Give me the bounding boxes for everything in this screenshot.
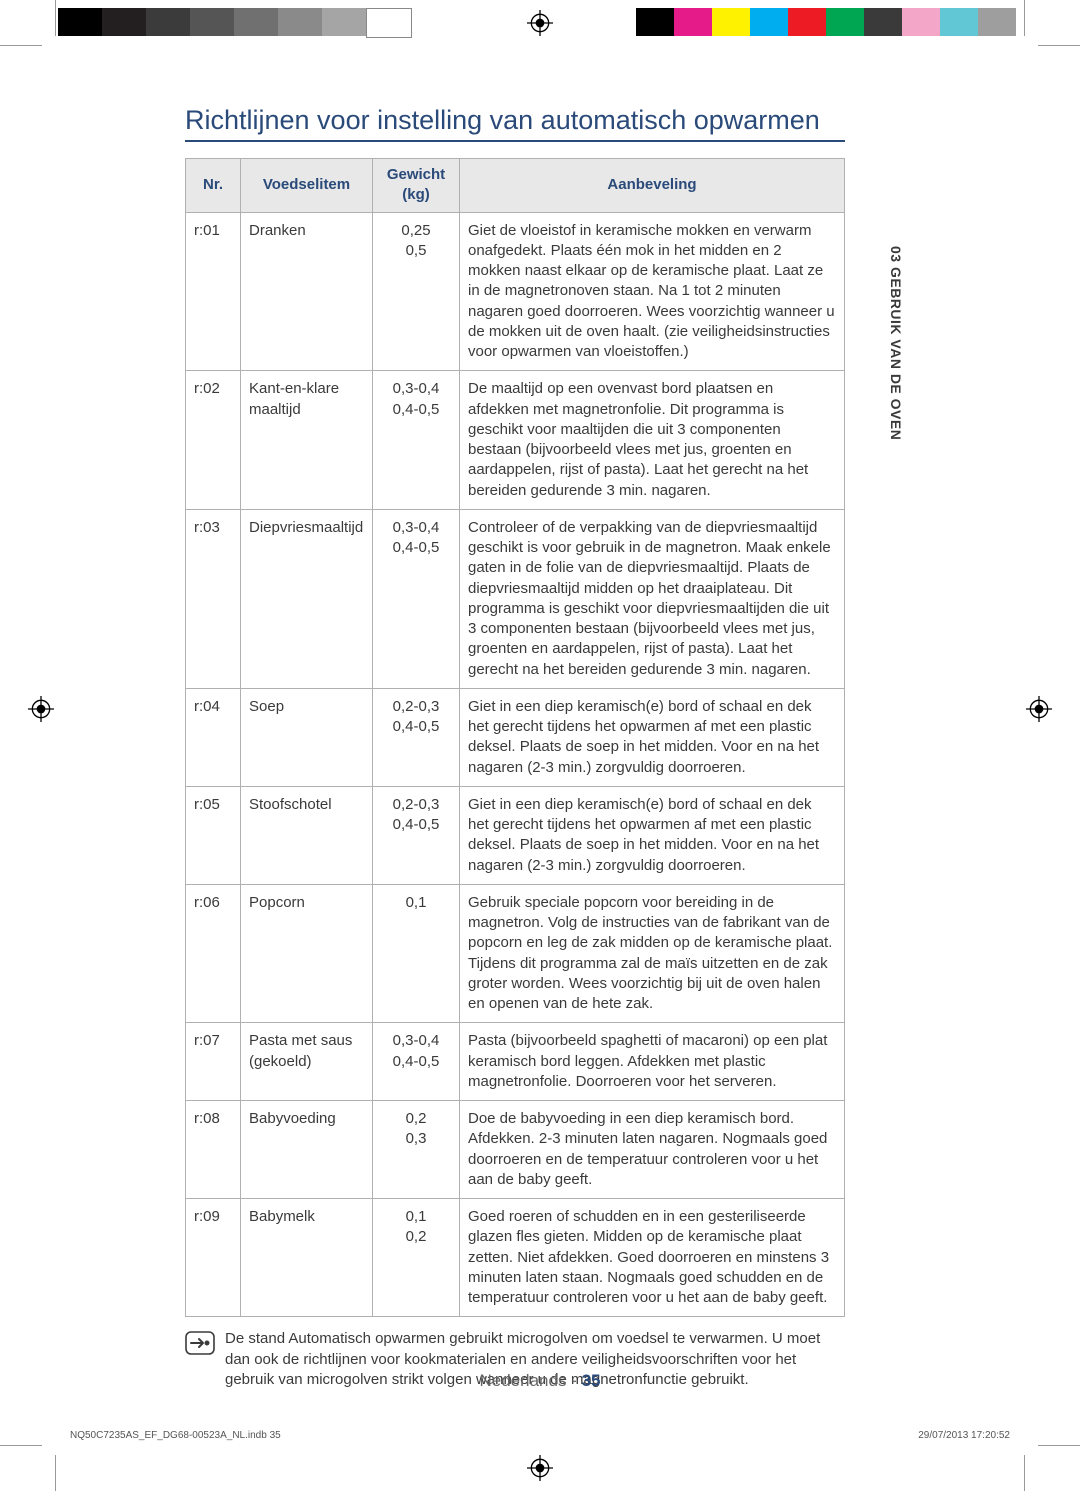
cropmark [55,0,56,36]
footer-language: Nederlands - [480,1371,582,1390]
cell-nr: r:09 [186,1199,241,1317]
footer-page-number: 35 [582,1371,601,1390]
cell-fooditem: Popcorn [241,884,373,1023]
registration-mark-top [527,10,553,36]
cropmark [0,1445,42,1446]
cell-recommendation: Giet in een diep keramisch(e) bord of sc… [460,688,845,786]
cropmark [1024,1455,1025,1491]
th-rec: Aanbeveling [460,159,845,213]
cell-nr: r:01 [186,212,241,371]
cell-nr: r:07 [186,1023,241,1101]
cropmark [1038,45,1080,46]
th-item: Voedselitem [241,159,373,213]
table-row: r:03Diepvriesmaaltijd0,3-0,4 0,4-0,5Cont… [186,509,845,688]
cell-fooditem: Soep [241,688,373,786]
pointer-icon [185,1331,215,1355]
cell-weight: 0,3-0,4 0,4-0,5 [373,371,460,510]
cell-fooditem: Babyvoeding [241,1101,373,1199]
cell-fooditem: Dranken [241,212,373,371]
cell-recommendation: De maaltijd op een ovenvast bord plaatse… [460,371,845,510]
table-row: r:02Kant-en-klare maaltijd0,3-0,4 0,4-0,… [186,371,845,510]
registration-mark-left [28,696,54,722]
printer-swatches-right [636,8,1016,36]
cell-recommendation: Controleer of de verpakking van de diepv… [460,509,845,688]
page-title: Richtlijnen voor instelling van automati… [185,105,845,142]
cell-recommendation: Pasta (bijvoorbeeld spaghetti of macaron… [460,1023,845,1101]
cell-recommendation: Doe de babyvoeding in een diep keramisch… [460,1101,845,1199]
page-content: Richtlijnen voor instelling van automati… [185,105,845,1390]
cell-fooditem: Kant-en-klare maaltijd [241,371,373,510]
cell-weight: 0,25 0,5 [373,212,460,371]
printer-swatches-left [58,8,412,36]
section-tab: 03 GEBRUIK VAN DE OVEN [888,246,904,440]
cell-nr: r:04 [186,688,241,786]
cropmark [0,45,42,46]
cell-fooditem: Stoofschotel [241,786,373,884]
cropmark [55,1455,56,1491]
table-row: r:05Stoofschotel0,2-0,3 0,4-0,5Giet in e… [186,786,845,884]
cell-recommendation: Giet de vloeistof in keramische mokken e… [460,212,845,371]
cell-nr: r:05 [186,786,241,884]
cell-nr: r:06 [186,884,241,1023]
table-row: r:08Babyvoeding0,2 0,3Doe de babyvoeding… [186,1101,845,1199]
th-weight: Gewicht (kg) [373,159,460,213]
cell-nr: r:03 [186,509,241,688]
cell-recommendation: Gebruik speciale popcorn voor bereiding … [460,884,845,1023]
footer-timestamp: 29/07/2013 17:20:52 [918,1430,1010,1441]
cell-weight: 0,2-0,3 0,4-0,5 [373,688,460,786]
cell-fooditem: Diepvriesmaaltijd [241,509,373,688]
footer-pagination: Nederlands - 35 [0,1371,1080,1391]
cell-weight: 0,3-0,4 0,4-0,5 [373,1023,460,1101]
cell-fooditem: Pasta met saus (gekoeld) [241,1023,373,1101]
cell-weight: 0,3-0,4 0,4-0,5 [373,509,460,688]
cropmark [1024,0,1025,36]
cell-weight: 0,1 [373,884,460,1023]
table-row: r:09Babymelk0,1 0,2Goed roeren of schudd… [186,1199,845,1317]
cell-weight: 0,2-0,3 0,4-0,5 [373,786,460,884]
cell-recommendation: Goed roeren of schudden en in een gester… [460,1199,845,1317]
table-row: r:06Popcorn0,1Gebruik speciale popcorn v… [186,884,845,1023]
table-row: r:07Pasta met saus (gekoeld)0,3-0,4 0,4-… [186,1023,845,1101]
registration-mark-right [1026,696,1052,722]
cell-fooditem: Babymelk [241,1199,373,1317]
cell-weight: 0,1 0,2 [373,1199,460,1317]
cell-nr: r:02 [186,371,241,510]
cell-weight: 0,2 0,3 [373,1101,460,1199]
footer-filename: NQ50C7235AS_EF_DG68-00523A_NL.indb 35 [70,1430,281,1441]
cell-nr: r:08 [186,1101,241,1199]
table-row: r:01Dranken0,25 0,5Giet de vloeistof in … [186,212,845,371]
cropmark [1038,1445,1080,1446]
reheat-guidelines-table: Nr. Voedselitem Gewicht (kg) Aanbeveling… [185,158,845,1317]
th-nr: Nr. [186,159,241,213]
table-row: r:04Soep0,2-0,3 0,4-0,5Giet in een diep … [186,688,845,786]
registration-mark-bottom [527,1455,553,1481]
cell-recommendation: Giet in een diep keramisch(e) bord of sc… [460,786,845,884]
